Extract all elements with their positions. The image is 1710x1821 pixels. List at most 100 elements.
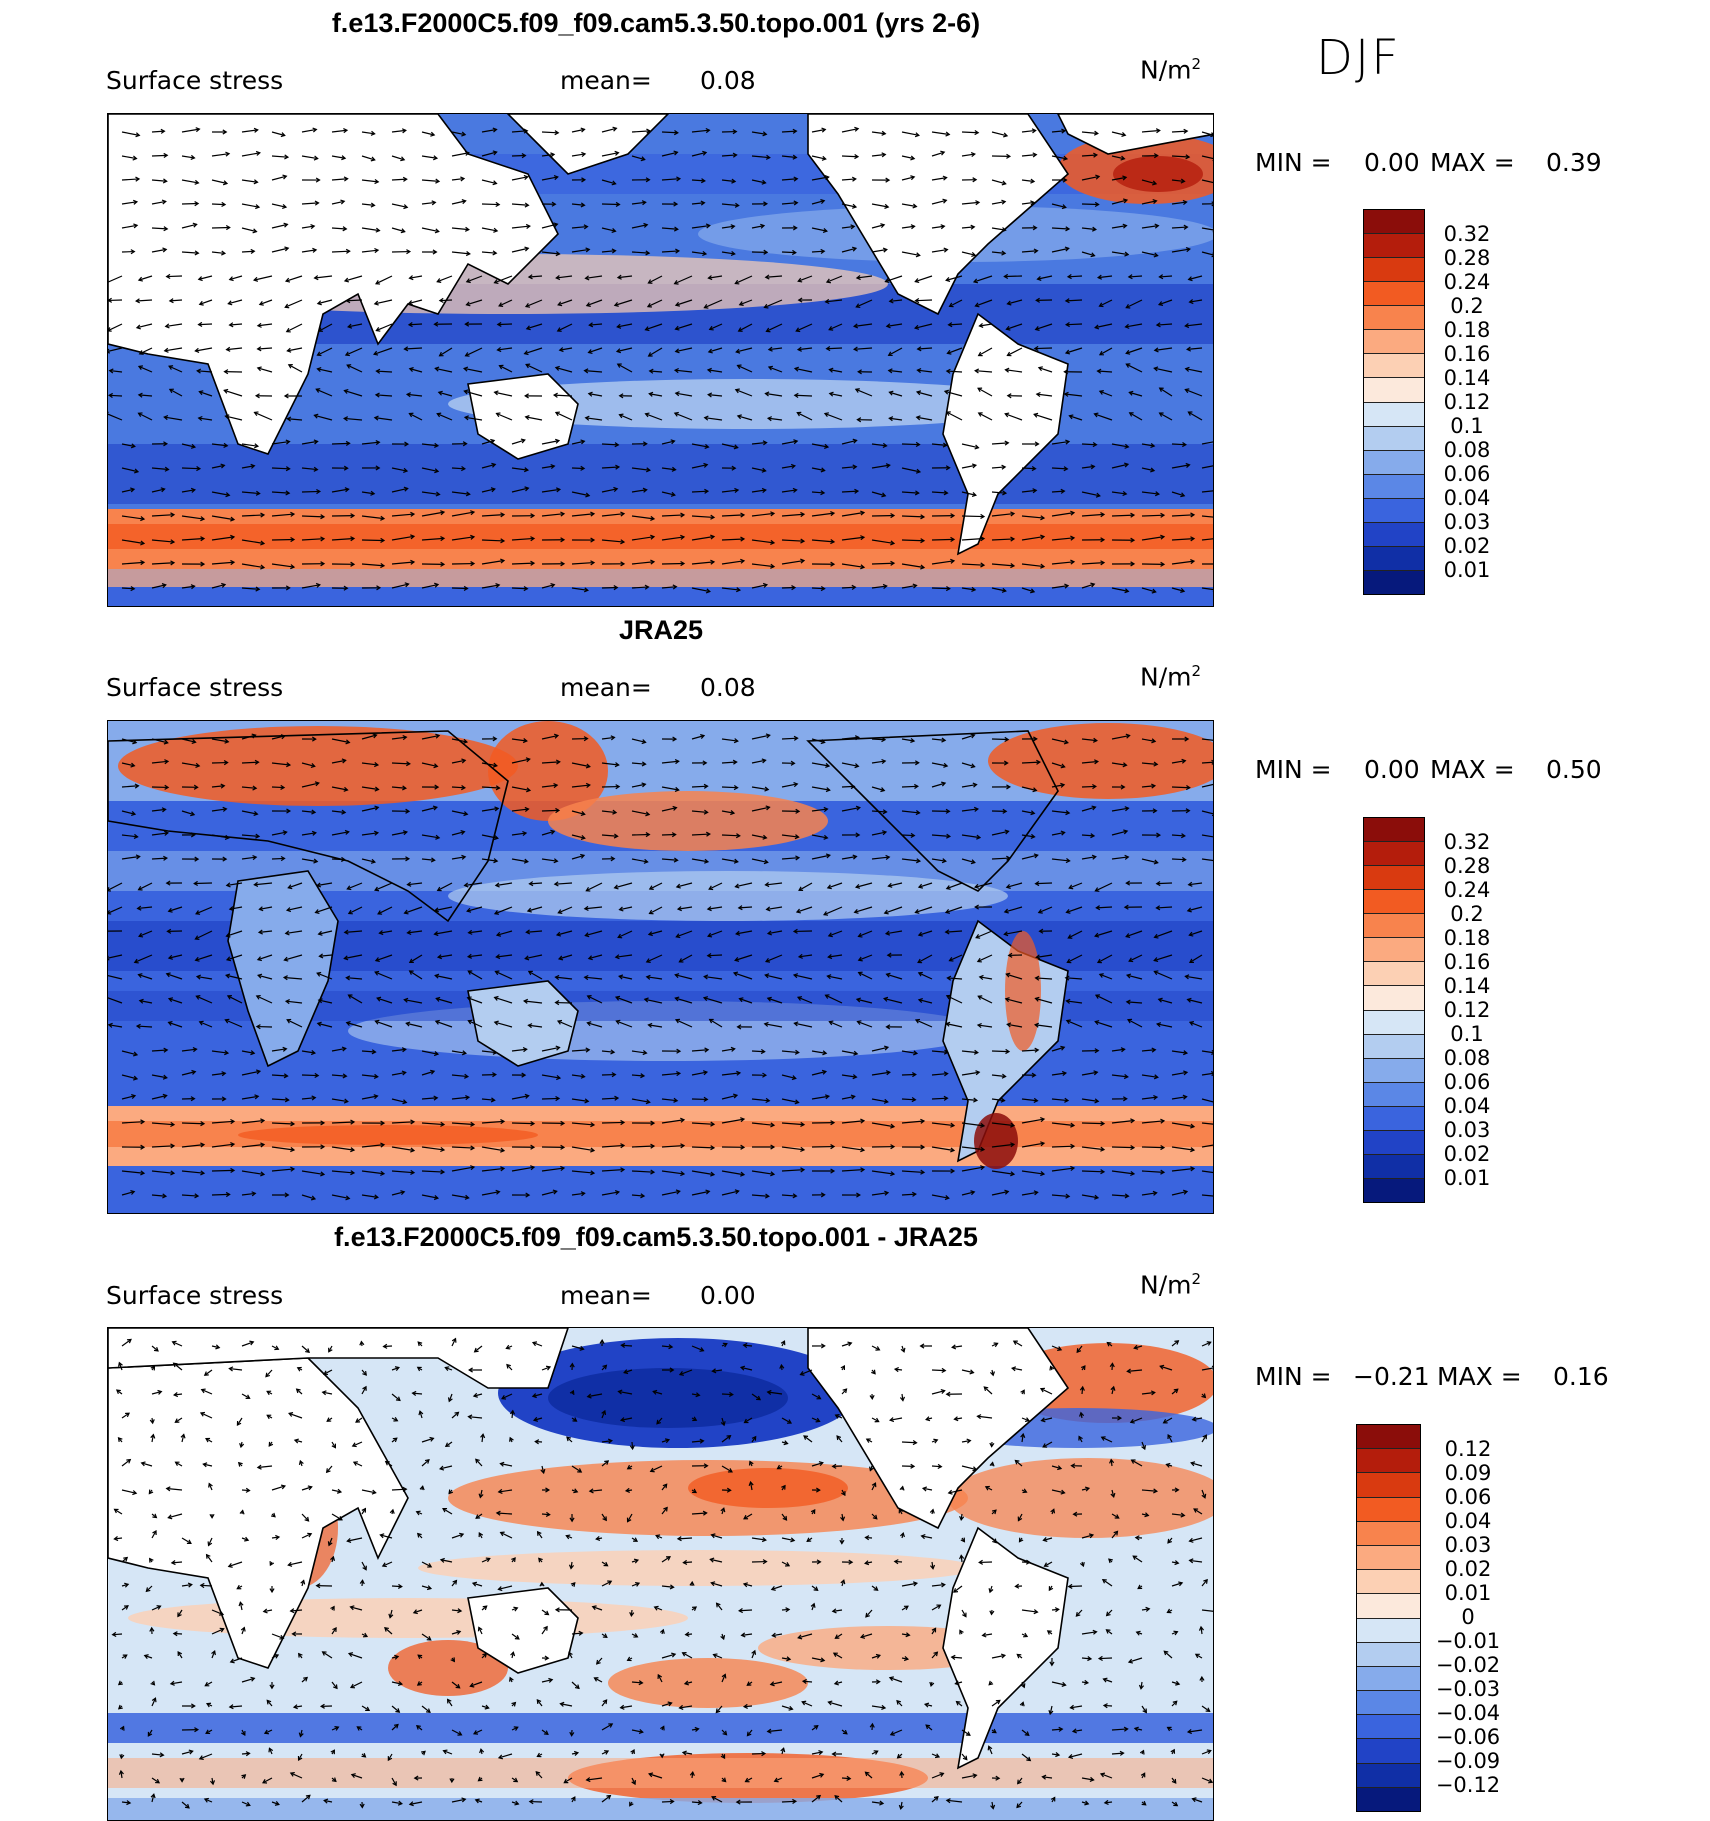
colorbar-tick-label: 0.12: [1432, 998, 1502, 1022]
stress-vector: [722, 835, 740, 836]
stress-vector: [212, 1170, 234, 1171]
stress-vector: [302, 491, 320, 492]
colorbar-tick-label: 0.18: [1432, 926, 1502, 950]
stress-vector-head: [1213, 1609, 1214, 1613]
colorbar-swatch: [1364, 986, 1424, 1010]
stress-vector: [1004, 276, 1022, 277]
panel-2-colorbar: [1363, 817, 1425, 1203]
stress-vector: [1052, 1146, 1074, 1147]
stress-vector: [1022, 468, 1035, 469]
panel-1-title: f.e13.F2000C5.f09_f09.cam5.3.50.topo.001…: [332, 8, 980, 39]
colorbar-swatch: [1357, 1715, 1420, 1739]
panel-2-field-label: Surface stress: [106, 673, 283, 702]
panel-3-mean-value: 0.00: [700, 1281, 756, 1310]
stress-vector: [662, 132, 678, 133]
stress-vector: [1157, 883, 1172, 884]
colorbar-swatch: [1357, 1691, 1420, 1715]
colorbar-tick-label: 0.16: [1432, 342, 1502, 366]
colorbar-swatch: [1357, 1619, 1420, 1643]
colorbar-swatch: [1364, 403, 1424, 427]
stress-vector: [302, 1075, 318, 1076]
colorbar-tick-label: 0.09: [1433, 1461, 1503, 1485]
colorbar-swatch: [1364, 427, 1424, 451]
stress-vector-head: [1213, 587, 1214, 591]
stress-vector: [272, 858, 285, 859]
colorbar-tick-label: 0.1: [1432, 414, 1502, 438]
colorbar-tick-label: 0.02: [1432, 534, 1502, 558]
stress-vector: [902, 444, 920, 445]
panel-1-mean-label: mean=: [560, 66, 652, 95]
stress-vector: [962, 132, 978, 133]
colorbar-tick-label: −0.03: [1433, 1677, 1503, 1701]
stress-vector: [692, 1147, 714, 1148]
panel-3-min-label: MIN =: [1255, 1362, 1332, 1391]
stress-vector: [932, 588, 950, 589]
colorbar-tick-label: 0: [1433, 1605, 1503, 1629]
stress-vector: [392, 1489, 406, 1490]
stress-vector: [498, 324, 512, 325]
panel-1-field-label: Surface stress: [106, 66, 283, 95]
panel-1-mean-value: 0.08: [700, 66, 756, 95]
stress-vector: [332, 251, 350, 252]
colorbar-tick-label: 0.04: [1432, 486, 1502, 510]
colorbar-tick-label: 0.02: [1433, 1557, 1503, 1581]
stress-vector: [182, 468, 200, 469]
stress-vector: [782, 252, 796, 253]
colorbar-tick-label: −0.02: [1433, 1653, 1503, 1677]
stress-vector: [1082, 786, 1096, 787]
colorbar-swatch: [1357, 1643, 1420, 1667]
stress-vector: [512, 588, 527, 589]
stress-vector: [542, 132, 558, 133]
panel-2-map: [107, 720, 1214, 1214]
stress-vector: [827, 348, 842, 349]
colorbar-tick-label: 0.1: [1432, 1022, 1502, 1046]
stress-vector: [992, 739, 1008, 740]
colorbar-swatch: [1364, 1035, 1424, 1059]
colorbar-tick-label: 0.03: [1432, 1118, 1502, 1142]
stress-vector-head: [1213, 1100, 1214, 1104]
stress-vector: [1142, 515, 1164, 516]
colorbar-swatch: [1364, 234, 1424, 258]
colorbar-tick-label: 0.24: [1432, 878, 1502, 902]
stress-vector: [722, 787, 738, 788]
panel-3-map: [107, 1327, 1214, 1821]
panel-3-unit: N/m2: [1140, 1270, 1201, 1299]
stress-vector: [512, 1123, 534, 1124]
colorbar-swatch: [1364, 258, 1424, 282]
stress-vector: [194, 883, 212, 884]
stress-vector: [902, 835, 914, 836]
colorbar-tick-label: −0.01: [1433, 1629, 1503, 1653]
stress-vector: [992, 1051, 1009, 1052]
panel-2-min-label: MIN =: [1255, 755, 1332, 784]
colorbar-swatch: [1364, 1155, 1424, 1179]
stress-vector: [1082, 444, 1096, 445]
colorbar-swatch: [1357, 1546, 1420, 1570]
colorbar-swatch: [1357, 1667, 1420, 1691]
stress-vector: [272, 787, 284, 788]
stress-vector: [199, 324, 212, 325]
stress-vector: [1099, 1658, 1112, 1659]
colorbar-swatch: [1357, 1522, 1420, 1546]
stress-vector: [692, 786, 708, 787]
stress-vector: [392, 179, 407, 180]
colorbar-tick-label: 0.28: [1432, 854, 1502, 878]
stress-vector: [152, 155, 167, 156]
stress-vector: [347, 300, 362, 301]
colorbar-tick-label: 0.06: [1433, 1485, 1503, 1509]
colorbar-tick-label: 0.32: [1432, 222, 1502, 246]
panel-3-min-value: −0.21: [1353, 1362, 1430, 1391]
stress-vector: [332, 443, 350, 444]
colorbar-swatch: [1357, 1570, 1420, 1594]
stress-vector: [392, 763, 410, 764]
stress-vector: [1069, 1586, 1082, 1587]
stress-vector: [212, 204, 225, 205]
colorbar-tick-label: 0.08: [1432, 438, 1502, 462]
stress-vector: [962, 516, 984, 517]
colorbar-swatch: [1357, 1449, 1420, 1473]
colorbar-tick-label: 0.28: [1432, 246, 1502, 270]
colorbar-swatch: [1364, 451, 1424, 475]
colorbar-tick-label: 0.02: [1432, 1142, 1502, 1166]
stress-vector: [602, 1122, 624, 1123]
colorbar-tick-label: 0.32: [1432, 830, 1502, 854]
